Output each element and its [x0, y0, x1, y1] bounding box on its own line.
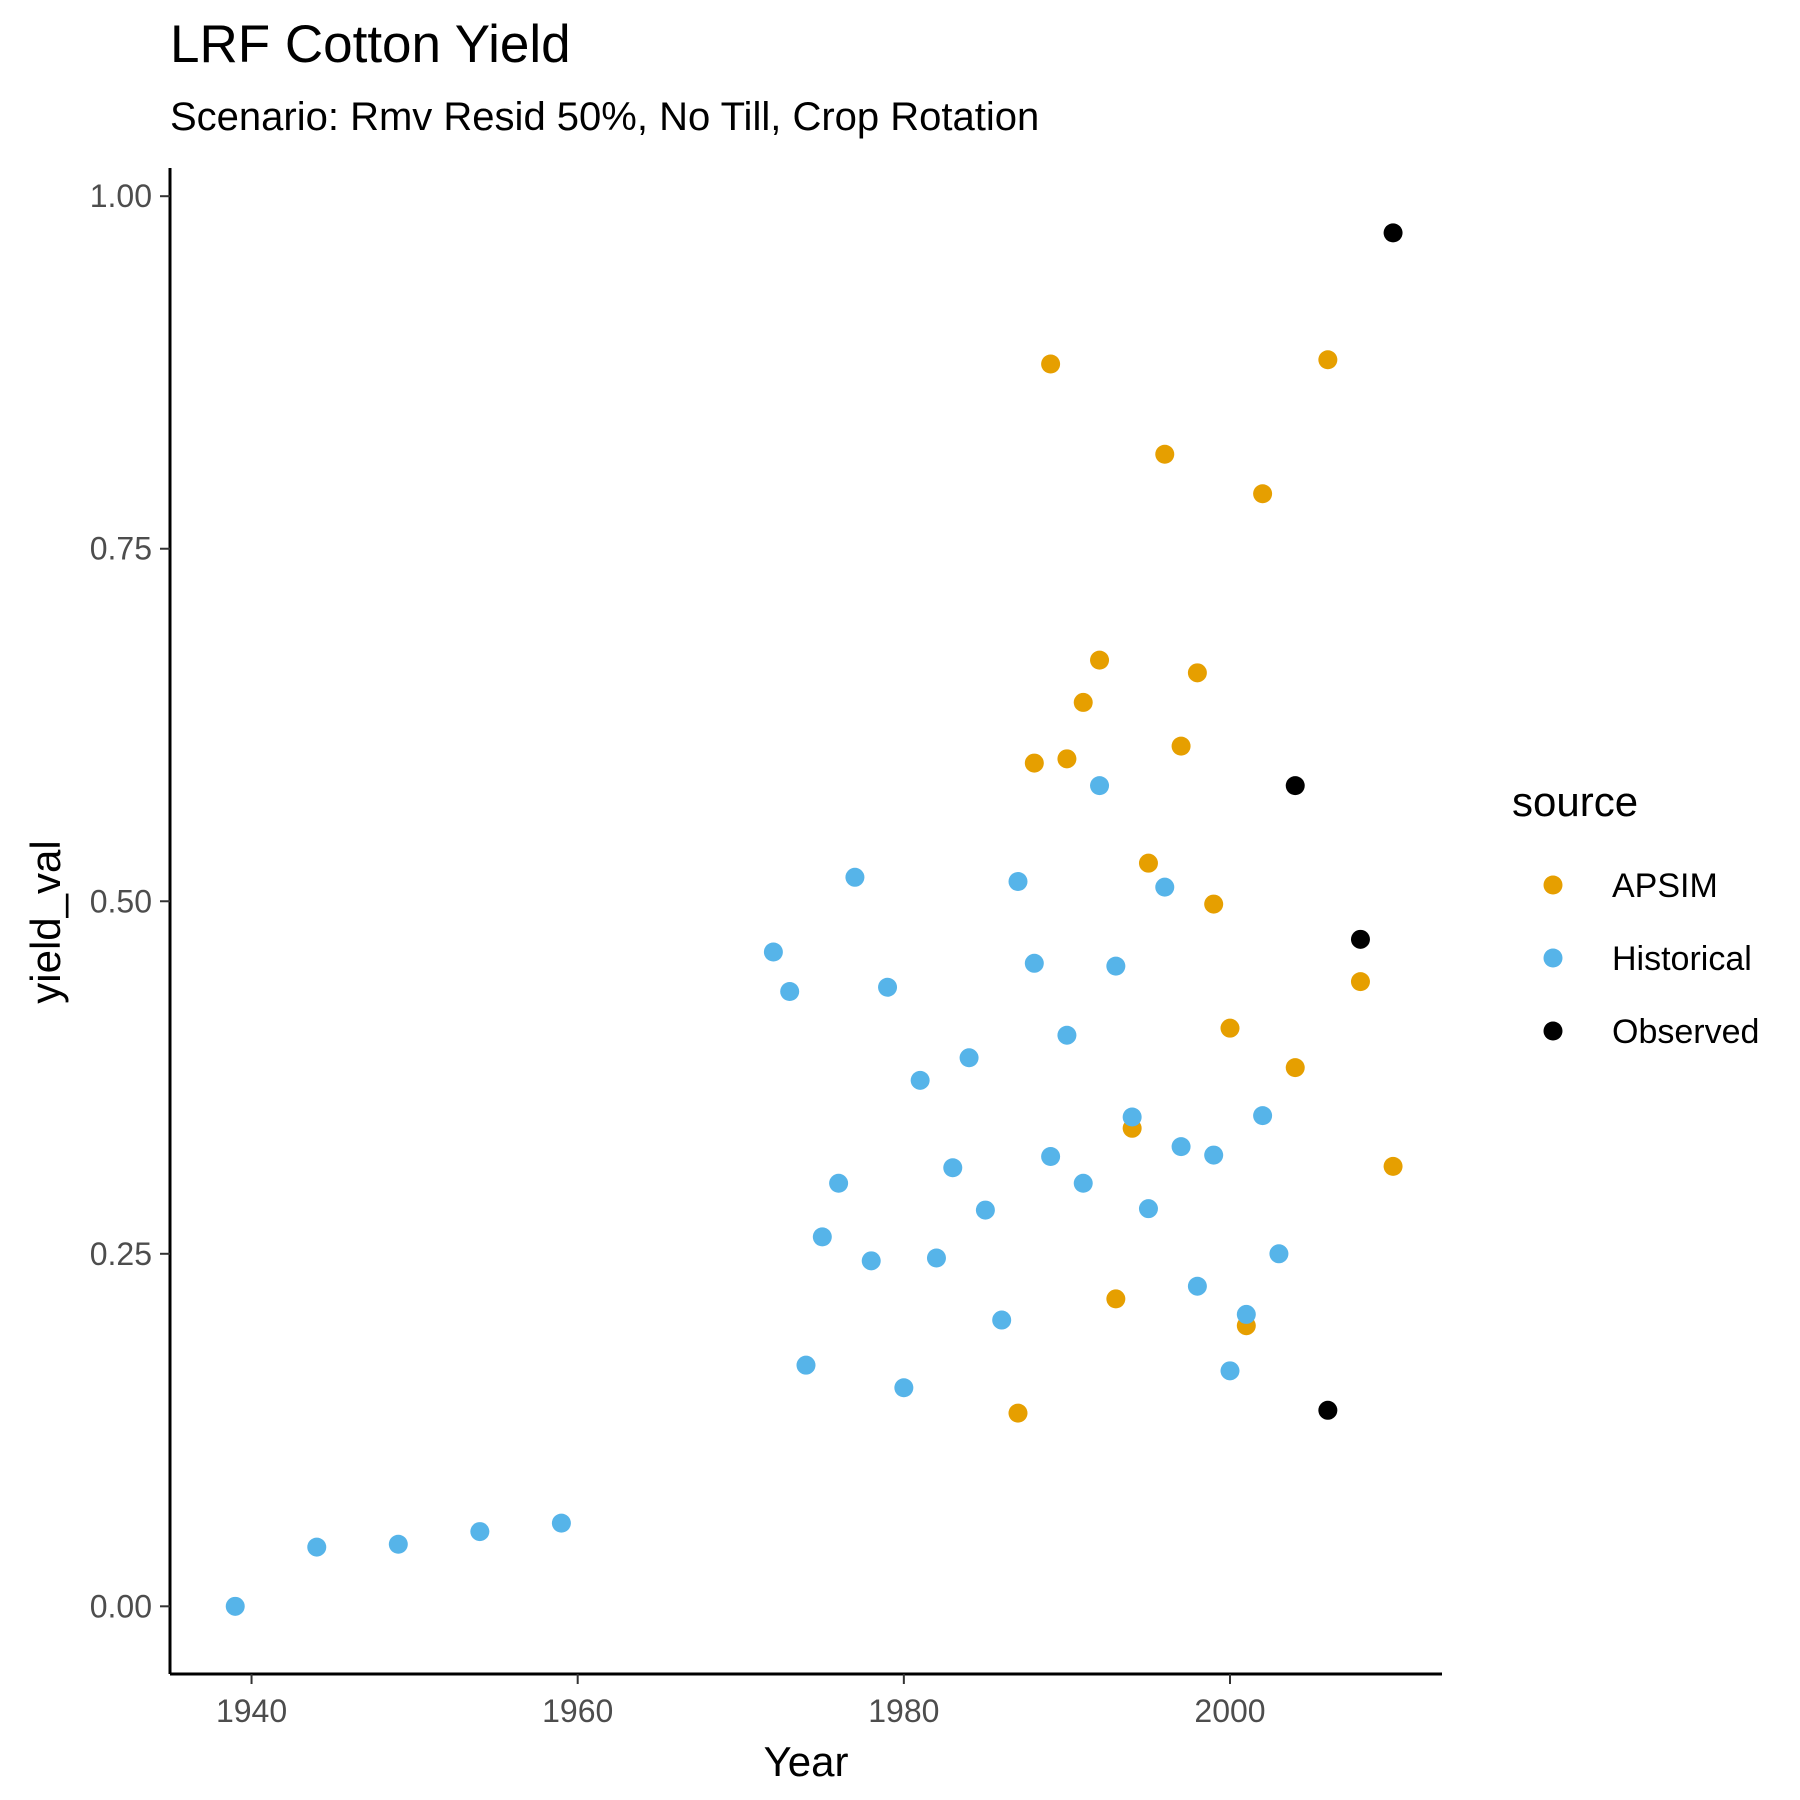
- y-tick-label: 0.00: [90, 1588, 152, 1624]
- point-historical: [845, 868, 864, 887]
- x-axis-title: Year: [764, 1738, 849, 1785]
- point-apsim: [1025, 754, 1044, 773]
- point-historical: [1123, 1108, 1142, 1127]
- point-historical: [960, 1048, 979, 1067]
- point-apsim: [1204, 895, 1223, 914]
- point-apsim: [1074, 693, 1093, 712]
- legend-key-observed: [1544, 1022, 1563, 1041]
- point-historical: [764, 943, 783, 962]
- point-historical: [389, 1535, 408, 1554]
- point-apsim: [1221, 1019, 1240, 1038]
- point-apsim: [1351, 972, 1370, 991]
- point-historical: [1172, 1137, 1191, 1156]
- point-apsim: [1090, 651, 1109, 670]
- point-historical: [1074, 1174, 1093, 1193]
- x-tick-label: 2000: [1194, 1693, 1265, 1729]
- chart-title: LRF Cotton Yield: [170, 15, 571, 74]
- legend-label-historical: Historical: [1612, 940, 1752, 978]
- point-apsim: [1009, 1404, 1028, 1423]
- point-historical: [1188, 1277, 1207, 1296]
- x-tick-label: 1980: [868, 1693, 939, 1729]
- legend-key-apsim: [1544, 876, 1563, 895]
- point-historical: [1237, 1305, 1256, 1324]
- chart-subtitle: Scenario: Rmv Resid 50%, No Till, Crop R…: [170, 95, 1039, 139]
- point-apsim: [1155, 445, 1174, 464]
- point-historical: [1025, 954, 1044, 973]
- point-apsim: [1106, 1289, 1125, 1308]
- point-historical: [1041, 1147, 1060, 1166]
- point-historical: [862, 1251, 881, 1270]
- x-tick-label: 1940: [216, 1693, 287, 1729]
- point-historical: [1090, 776, 1109, 795]
- point-historical: [797, 1356, 816, 1375]
- y-tick-label: 0.50: [90, 883, 152, 919]
- point-historical: [1139, 1199, 1158, 1218]
- point-historical: [992, 1311, 1011, 1330]
- point-historical: [813, 1227, 832, 1246]
- point-apsim: [1188, 663, 1207, 682]
- y-tick-label: 0.75: [90, 531, 152, 567]
- point-historical: [552, 1514, 571, 1533]
- point-historical: [943, 1158, 962, 1177]
- point-historical: [1221, 1361, 1240, 1380]
- y-tick-label: 1.00: [90, 178, 152, 214]
- point-historical: [780, 982, 799, 1001]
- data-points: [226, 223, 1403, 1615]
- y-tick-label: 0.25: [90, 1236, 152, 1272]
- point-apsim: [1318, 350, 1337, 369]
- point-historical: [1106, 957, 1125, 976]
- point-apsim: [1286, 1058, 1305, 1077]
- legend-title: source: [1512, 778, 1638, 825]
- point-historical: [927, 1249, 946, 1268]
- point-historical: [878, 978, 897, 997]
- point-historical: [1155, 878, 1174, 897]
- y-axis-title: yield_val: [22, 840, 69, 1003]
- point-historical: [470, 1522, 489, 1541]
- point-historical: [226, 1597, 245, 1616]
- point-observed: [1384, 223, 1403, 242]
- point-historical: [829, 1174, 848, 1193]
- point-historical: [911, 1071, 930, 1090]
- point-apsim: [1139, 854, 1158, 873]
- point-apsim: [1041, 355, 1060, 374]
- point-apsim: [1253, 484, 1272, 503]
- legend-key-historical: [1544, 949, 1563, 968]
- point-historical: [894, 1378, 913, 1397]
- point-observed: [1351, 930, 1370, 949]
- x-tick-label: 1960: [542, 1693, 613, 1729]
- legend-label-apsim: APSIM: [1612, 867, 1718, 905]
- point-historical: [307, 1538, 326, 1557]
- point-historical: [1269, 1244, 1288, 1263]
- point-observed: [1286, 776, 1305, 795]
- legend: source APSIM Historical Observed: [1512, 778, 1759, 1051]
- point-apsim: [1172, 737, 1191, 756]
- point-historical: [1204, 1146, 1223, 1165]
- legend-label-observed: Observed: [1612, 1013, 1759, 1051]
- point-historical: [1057, 1026, 1076, 1045]
- point-apsim: [1384, 1157, 1403, 1176]
- point-historical: [1253, 1106, 1272, 1125]
- point-historical: [976, 1201, 995, 1220]
- point-apsim: [1057, 749, 1076, 768]
- point-observed: [1318, 1401, 1337, 1420]
- point-historical: [1009, 872, 1028, 891]
